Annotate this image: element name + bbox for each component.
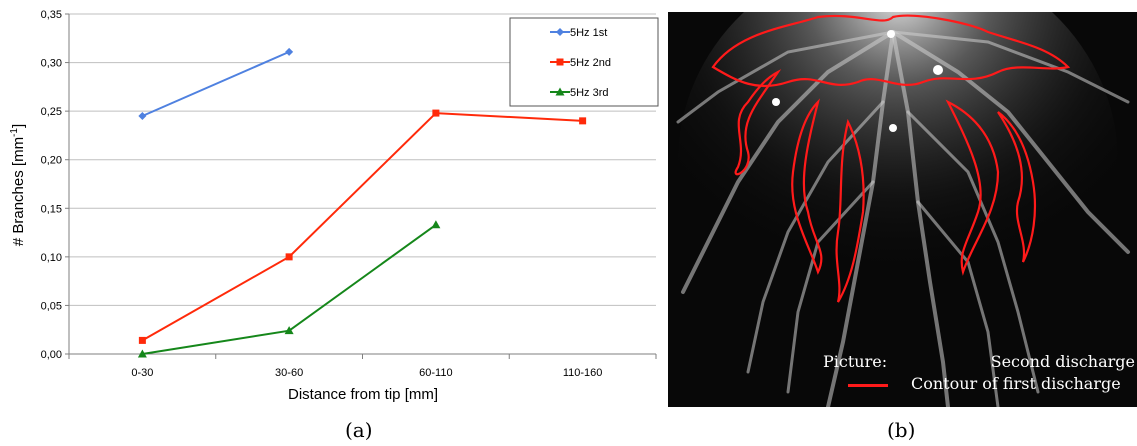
y-tick-label: 0,05 — [41, 300, 62, 312]
chart-legend: 5Hz 1st 5Hz 2nd 5Hz 3rd — [509, 17, 659, 107]
discharge-branch — [786, 180, 875, 394]
discharge-branch — [681, 30, 895, 294]
discharge-branch — [891, 30, 950, 407]
y-tick-label: 0,20 — [41, 155, 62, 167]
legend-swatch-marker — [556, 28, 564, 36]
data-point — [138, 336, 146, 344]
y-tick-label: 0,10 — [41, 252, 62, 264]
y-tick-label: 0,00 — [41, 349, 62, 361]
chart-panel-a: 0,00 0,05 0,10 0,15 0,20 0,25 0,30 0,35 0-30 30-6… — [9, 9, 659, 403]
x-tick-label: 60-110 — [419, 367, 452, 379]
chart-axes: 0,00 0,05 0,10 0,15 0,20 0,25 0,30 0,35 0-30 30-6… — [41, 9, 657, 379]
discharge-branch — [906, 110, 1040, 394]
chart-series — [137, 47, 587, 358]
contour-legend-line — [848, 384, 888, 387]
series-line-0 — [141, 50, 290, 117]
data-point — [432, 109, 440, 117]
discharge-branch — [891, 30, 1130, 254]
legend-label: 5Hz 3rd — [570, 87, 609, 99]
data-point — [284, 326, 294, 335]
data-point — [579, 117, 587, 125]
first-discharge-contour — [734, 69, 782, 176]
x-tick-label: 110-160 — [563, 367, 603, 379]
first-discharge-contour — [945, 99, 1000, 276]
legend-swatch-marker — [555, 87, 565, 96]
x-axis-title: Distance from tip [mm] — [288, 386, 438, 403]
discharge-branch — [916, 200, 1000, 407]
caption-b: (b) — [887, 418, 916, 442]
photo-label-second-discharge: Second discharge — [990, 352, 1135, 371]
legend-label: 5Hz 2nd — [570, 57, 611, 69]
legend-box — [509, 17, 659, 107]
y-tick-label: 0,30 — [41, 58, 62, 70]
series-line-1 — [141, 112, 583, 342]
y-tick-label: 0,35 — [41, 9, 62, 21]
chart-gridlines — [69, 13, 656, 306]
discharge-branch — [891, 30, 1130, 104]
first-discharge-contour — [835, 118, 865, 303]
legend-label: 5Hz 1st — [570, 27, 607, 39]
discharge-branch — [746, 100, 885, 374]
data-point — [138, 112, 147, 120]
y-tick-label: 0,25 — [41, 106, 62, 118]
data-point — [285, 47, 294, 56]
discharge-branch — [826, 30, 895, 407]
discharge-image — [668, 12, 1137, 407]
data-point — [137, 349, 147, 358]
x-tick-label: 0-30 — [131, 367, 153, 379]
discharge-branch — [676, 30, 895, 124]
first-discharge-contour — [997, 111, 1037, 263]
data-point — [285, 253, 293, 261]
legend-swatch-marker — [556, 58, 564, 66]
caption-a: (a) — [345, 418, 373, 442]
photo-label-contour: Contour of first discharge — [911, 374, 1121, 393]
series-line-2 — [142, 223, 437, 355]
first-discharge-contour — [791, 98, 823, 275]
data-point — [431, 220, 441, 229]
y-tick-label: 0,15 — [41, 203, 62, 215]
discharge-photo: Picture: Second discharge Contour of fir… — [668, 12, 1137, 407]
x-tick-label: 30-60 — [275, 367, 303, 379]
first-discharge-contour — [711, 14, 1071, 88]
photo-label-picture: Picture: — [823, 352, 888, 371]
y-axis-title: # Branches [mm-1] — [9, 124, 27, 246]
